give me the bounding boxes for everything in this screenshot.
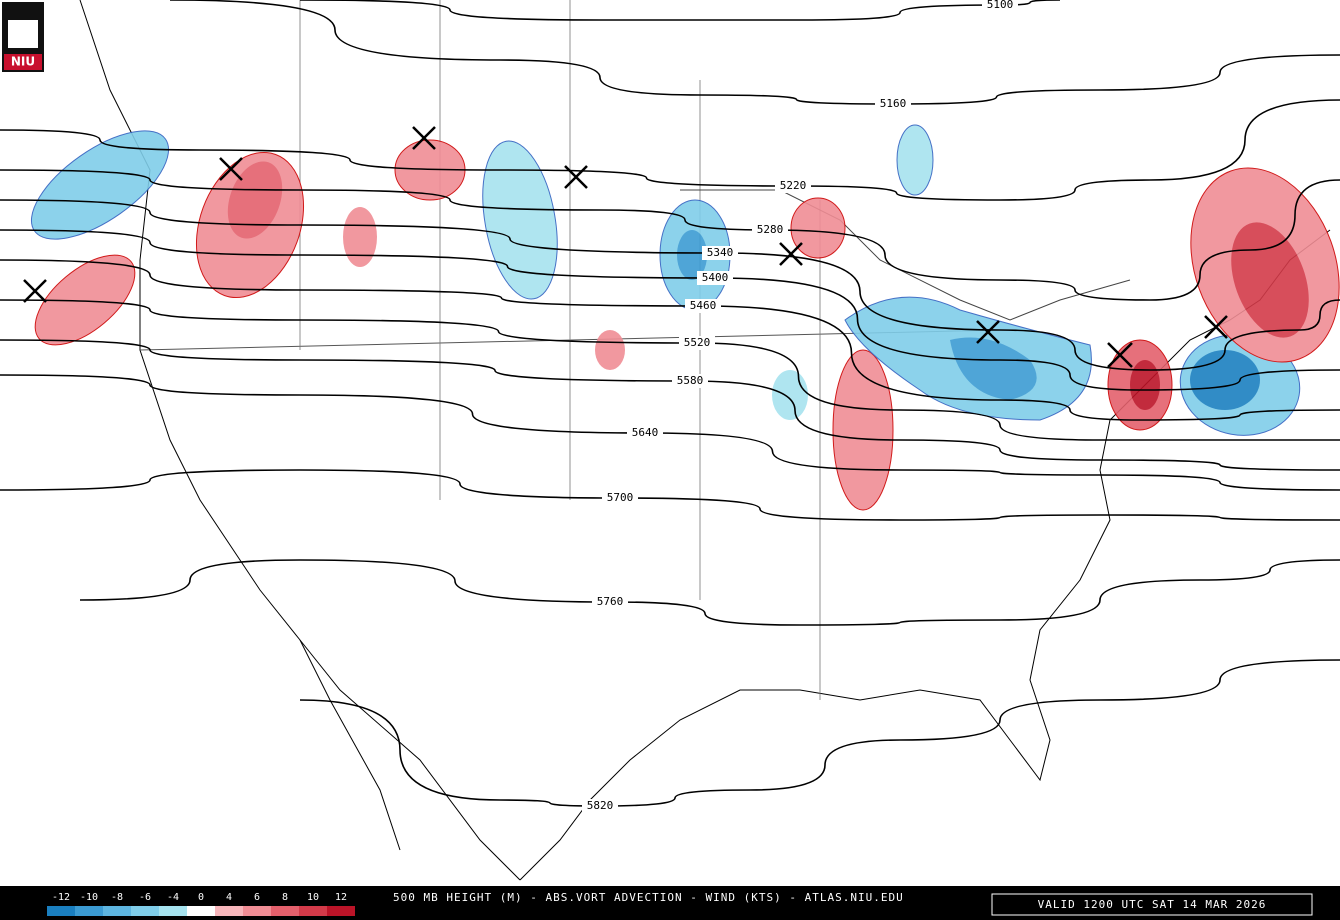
troughs bbox=[23, 126, 1228, 368]
height-label: 5160 bbox=[880, 97, 907, 110]
height-contour bbox=[0, 339, 1340, 471]
colorbar-swatch bbox=[271, 906, 299, 916]
height-contour bbox=[299, 659, 1340, 807]
label-backdrop bbox=[752, 223, 788, 237]
label-backdrop bbox=[679, 336, 715, 350]
label-backdrop bbox=[775, 179, 811, 193]
colorbar-swatch bbox=[131, 906, 159, 916]
height-contour bbox=[0, 469, 1340, 521]
colorbar-swatch bbox=[187, 906, 215, 916]
map-background bbox=[0, 0, 1340, 886]
vort-pos bbox=[227, 161, 283, 239]
height-contour bbox=[0, 299, 1340, 441]
colorbar-label: -10 bbox=[80, 892, 98, 903]
height-label: 5280 bbox=[757, 223, 784, 236]
x-marker bbox=[412, 126, 436, 150]
vort-pos bbox=[34, 254, 136, 346]
colorbar-swatch bbox=[327, 906, 355, 916]
logo-band bbox=[4, 54, 42, 70]
label-backdrop bbox=[592, 595, 628, 609]
colorbar-label: -8 bbox=[111, 892, 123, 903]
label-backdrop bbox=[702, 246, 738, 260]
colorbar-label: 4 bbox=[226, 892, 232, 903]
colorbar-swatch bbox=[103, 906, 131, 916]
vort-pos bbox=[1231, 222, 1309, 338]
height-contour bbox=[0, 199, 1340, 371]
label-backdrop bbox=[602, 491, 638, 505]
colorbar-label: -6 bbox=[139, 892, 151, 903]
label-backdrop bbox=[697, 271, 733, 285]
height-contour bbox=[0, 99, 1340, 201]
label-backdrop bbox=[627, 426, 663, 440]
vort-neg bbox=[482, 140, 558, 300]
colorbar-label: 0 bbox=[198, 892, 204, 903]
footer-title: 500 MB HEIGHT (M) - ABS.VORT ADVECTION -… bbox=[393, 891, 904, 904]
colorbar-label: 10 bbox=[307, 892, 319, 903]
colorbar-label: -12 bbox=[52, 892, 70, 903]
height-contours: 5100 5160 5220 5280 5340 5400 5460 5520 5580 5640… bbox=[0, 0, 1340, 813]
colorbar-swatch bbox=[159, 906, 187, 916]
vort-pos bbox=[343, 207, 377, 267]
vort-pos bbox=[595, 330, 625, 370]
colorbar-swatch bbox=[243, 906, 271, 916]
colorbar-label: -4 bbox=[167, 892, 179, 903]
x-marker bbox=[219, 157, 243, 181]
x-marker bbox=[23, 279, 47, 303]
height-label: 5820 bbox=[587, 799, 614, 812]
x-marker bbox=[1204, 315, 1228, 339]
label-backdrop bbox=[582, 799, 618, 813]
x-marker bbox=[1107, 342, 1133, 368]
height-label: 5460 bbox=[690, 299, 717, 312]
great-lakes bbox=[680, 189, 1131, 321]
gulf-east-coast bbox=[519, 229, 1331, 881]
label-backdrop bbox=[982, 0, 1018, 12]
logo-text: NIU bbox=[11, 55, 35, 69]
height-label: 5520 bbox=[684, 336, 711, 349]
valid-box bbox=[991, 893, 1313, 916]
valid-time: VALID 1200 UTC SAT 14 MAR 2026 bbox=[1038, 898, 1267, 911]
height-label: 5220 bbox=[780, 179, 807, 192]
vort-neg bbox=[896, 124, 934, 196]
colorbar-swatch bbox=[215, 906, 243, 916]
x-marker bbox=[564, 165, 588, 189]
height-contour bbox=[0, 374, 1340, 491]
label-backdrop bbox=[672, 374, 708, 388]
height-label: 5400 bbox=[702, 271, 729, 284]
vort-pos bbox=[832, 349, 894, 511]
height-label: 5100 bbox=[987, 0, 1014, 11]
vort-neg bbox=[677, 230, 707, 280]
vort-neg bbox=[772, 370, 808, 420]
colorbar-swatch bbox=[47, 906, 75, 916]
height-label: 5760 bbox=[597, 595, 624, 608]
colorbar-swatch bbox=[75, 906, 103, 916]
vort-pos bbox=[790, 197, 846, 259]
height-contour bbox=[0, 169, 1340, 301]
logo-building bbox=[8, 20, 38, 48]
colorbar-label: 8 bbox=[282, 892, 288, 903]
mexico-coast bbox=[299, 639, 521, 881]
colorbar-label: 12 bbox=[335, 892, 347, 903]
height-label: 5580 bbox=[677, 374, 704, 387]
height-contour bbox=[79, 559, 1340, 626]
height-label: 5340 bbox=[707, 246, 734, 259]
vort-neg bbox=[1190, 350, 1260, 410]
logo: NIU bbox=[2, 2, 44, 72]
x-marker bbox=[976, 320, 1000, 344]
vort-neg bbox=[950, 337, 1037, 400]
height-contour bbox=[0, 259, 1340, 421]
height-contour bbox=[169, 0, 1340, 105]
colorbar-label: 6 bbox=[254, 892, 260, 903]
height-contour bbox=[0, 229, 1340, 391]
label-backdrop bbox=[875, 97, 911, 111]
vort-pos bbox=[1130, 360, 1160, 410]
height-label: 5640 bbox=[632, 426, 659, 439]
height-label: 5700 bbox=[607, 491, 634, 504]
colorbar: -12 -10 -8 -6 -4 0 4 6 8 10 12 bbox=[47, 892, 355, 916]
x-marker bbox=[779, 242, 803, 266]
colorbar-swatch bbox=[299, 906, 327, 916]
label-backdrop bbox=[685, 299, 721, 313]
